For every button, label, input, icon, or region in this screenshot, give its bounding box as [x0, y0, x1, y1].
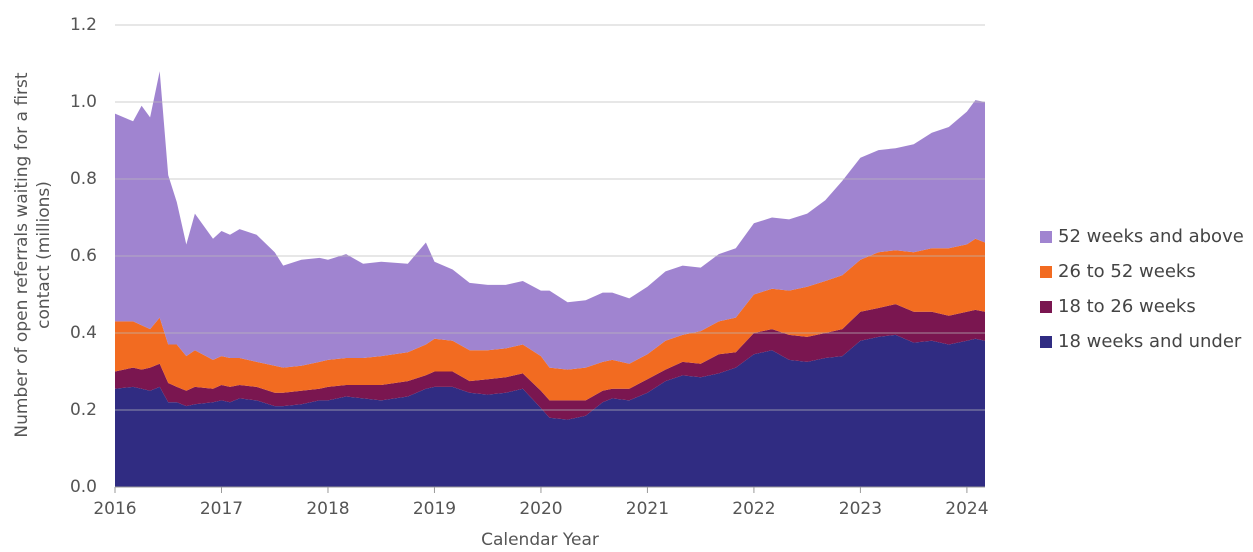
x-tick-label: 2021 [626, 499, 669, 519]
y-tick-label: 0.6 [70, 246, 97, 266]
y-tick-label: 0.4 [70, 323, 97, 343]
y-tick-label: 0.8 [70, 169, 97, 189]
legend-label: 18 weeks and under [1058, 331, 1242, 352]
y-tick-label: 1.2 [70, 15, 97, 35]
legend-swatch [1040, 336, 1052, 348]
y-axis-label: Number of open referrals waiting for a f… [12, 72, 54, 437]
x-tick-label: 2017 [200, 499, 243, 519]
y-tick-label: 1.0 [70, 92, 97, 112]
legend-swatch [1040, 231, 1052, 243]
x-tick-label: 2016 [93, 499, 136, 519]
x-axis-label: Calendar Year [481, 530, 599, 550]
x-tick-label: 2024 [945, 499, 988, 519]
x-tick-label: 2018 [306, 499, 349, 519]
x-tick-label: 2020 [519, 499, 562, 519]
y-axis-label-line: contact (millions) [34, 181, 54, 329]
legend-label: 52 weeks and above [1058, 226, 1244, 247]
legend-label: 18 to 26 weeks [1058, 296, 1196, 317]
legend-label: 26 to 52 weeks [1058, 261, 1196, 282]
legend-swatch [1040, 266, 1052, 278]
area [115, 238, 985, 401]
x-tick-label: 2019 [413, 499, 456, 519]
area [115, 71, 985, 370]
area [115, 334, 985, 487]
y-tick-label: 0.2 [70, 400, 97, 420]
x-tick-label: 2023 [839, 499, 882, 519]
y-tick-label: 0.0 [70, 477, 97, 497]
x-tick-label: 2022 [732, 499, 775, 519]
legend-swatch [1040, 301, 1052, 313]
y-axis-label-line: Number of open referrals waiting for a f… [12, 72, 32, 437]
